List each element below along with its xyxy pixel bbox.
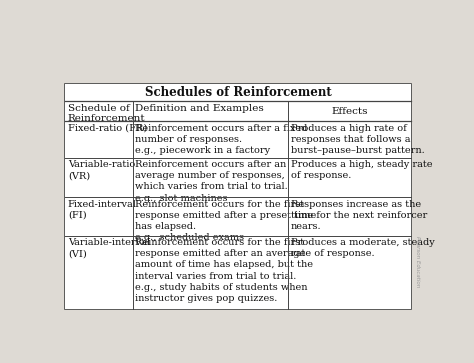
Text: Effects: Effects	[331, 107, 368, 116]
Bar	[65, 158, 411, 197]
Bar	[65, 121, 411, 158]
Text: Variable-interval
(VI): Variable-interval (VI)	[68, 238, 150, 258]
Text: Produces a high, steady rate
of response.: Produces a high, steady rate of response…	[291, 160, 432, 180]
Bar	[65, 84, 411, 309]
Text: Responses increase as the
time for the next reinforcer
nears.: Responses increase as the time for the n…	[291, 200, 427, 231]
Text: Schedules of Reinforcement: Schedules of Reinforcement	[145, 86, 332, 99]
Text: Variable-ratio
(VR): Variable-ratio (VR)	[68, 160, 135, 180]
Bar	[65, 101, 411, 121]
Bar	[65, 197, 411, 236]
Text: Pearson Education: Pearson Education	[415, 236, 420, 287]
Text: Reinforcement occurs for the first
response emitted after a preset time
has elap: Reinforcement occurs for the first respo…	[135, 200, 317, 242]
Text: Schedule of
Reinforcement: Schedule of Reinforcement	[68, 103, 146, 123]
Text: Reinforcement occurs for the first
response emitted after an average
amount of t: Reinforcement occurs for the first respo…	[135, 238, 313, 303]
Text: Fixed-interval
(FI): Fixed-interval (FI)	[68, 200, 137, 220]
Text: Produces a moderate, steady
rate of response.: Produces a moderate, steady rate of resp…	[291, 238, 435, 258]
Bar	[65, 84, 411, 101]
Text: Definition and Examples: Definition and Examples	[135, 103, 264, 113]
Text: Reinforcement occurs after an
average number of responses,
which varies from tri: Reinforcement occurs after an average nu…	[135, 160, 288, 203]
Text: Fixed-ratio (FR): Fixed-ratio (FR)	[68, 124, 147, 132]
Bar	[65, 236, 411, 309]
Text: Reinforcement occurs after a fixed
number of responses.
e.g., piecework in a fac: Reinforcement occurs after a fixed numbe…	[135, 124, 308, 155]
Text: Produces a high rate of
responses that follows a
burst–pause–burst pattern.: Produces a high rate of responses that f…	[291, 124, 425, 155]
